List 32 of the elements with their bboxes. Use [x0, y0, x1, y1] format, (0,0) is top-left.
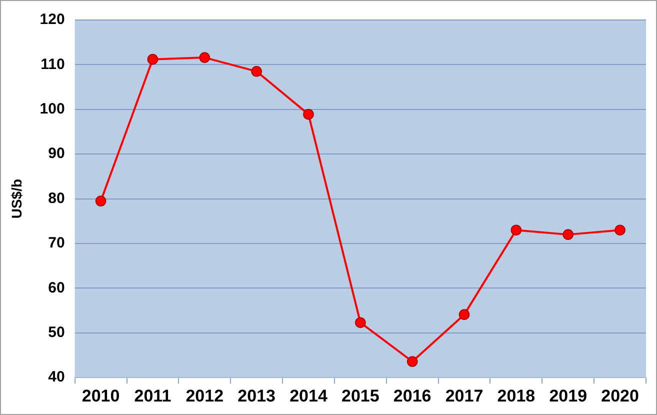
- point: [510, 224, 522, 236]
- point: [562, 229, 574, 240]
- y-tick-label: 40: [48, 368, 65, 386]
- x-tick-label: 2014: [290, 386, 328, 406]
- point: [147, 54, 158, 65]
- y-tick-label: 90: [48, 145, 65, 162]
- x-tick-label: 2019: [549, 386, 588, 406]
- y-tick-label: 120: [40, 11, 65, 28]
- x-tick-label: 2013: [238, 386, 276, 406]
- x-tick-label: 2015: [342, 386, 380, 406]
- x-tick-label: 2012: [186, 386, 224, 406]
- y-tick-label: 100: [40, 100, 65, 118]
- x-tick-label: 2020: [601, 386, 639, 406]
- x-tick-label: 2010: [82, 386, 120, 406]
- y-tick-label: 80: [48, 190, 65, 207]
- x-tick-label: 2016: [393, 386, 432, 406]
- point: [458, 309, 470, 320]
- x-tick-label: 2011: [134, 386, 172, 406]
- point: [303, 108, 314, 120]
- point: [199, 52, 210, 63]
- y-axis-title: US$/b: [8, 178, 24, 219]
- y-tick-label: 70: [48, 234, 65, 252]
- y-tick-label: 60: [48, 279, 65, 296]
- y-tick-label: 110: [40, 56, 65, 73]
- x-tick-label: 2017: [445, 386, 484, 406]
- point: [614, 224, 626, 236]
- point: [95, 196, 106, 206]
- y-tick-label: 50: [48, 324, 65, 342]
- point: [355, 317, 366, 328]
- point: [406, 356, 418, 367]
- x-tick-label: 2018: [497, 386, 536, 406]
- point: [251, 66, 262, 77]
